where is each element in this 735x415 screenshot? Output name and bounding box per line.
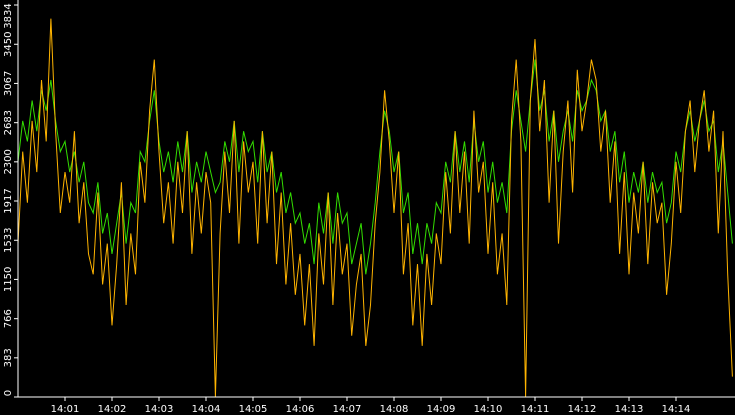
y-tick-label: 2300 [3,149,14,174]
y-tick-label: 0 [3,390,14,396]
x-tick-label: 14:07 [333,404,362,415]
y-tick-label: 3834 [3,3,14,28]
series-line [17,59,733,275]
y-tick-label: 1917 [3,188,14,213]
x-tick-label: 14:08 [380,404,409,415]
x-tick-label: 14:11 [521,404,550,415]
x-tick-label: 14:12 [568,404,597,415]
x-tick-label: 14:09 [427,404,456,415]
x-tick-label: 14:04 [192,404,221,415]
x-tick-label: 14:05 [239,404,268,415]
y-tick-label: 2683 [3,110,14,135]
y-tick-label: 3450 [3,32,14,57]
y-tick-label: 383 [3,348,14,367]
x-tick-label: 14:06 [286,404,315,415]
x-tick-label: 14:14 [662,404,691,415]
x-tick-label: 14:10 [474,404,503,415]
x-tick-label: 14:01 [51,404,80,415]
x-tick-label: 14:02 [98,404,127,415]
y-tick-label: 3067 [3,71,14,96]
y-tick-label: 1150 [3,267,14,292]
series-line [17,18,733,398]
y-tick-label: 1533 [3,228,14,253]
x-tick-label: 14:13 [615,404,644,415]
x-tick-label: 14:03 [145,404,174,415]
y-tick-label: 766 [3,309,14,328]
